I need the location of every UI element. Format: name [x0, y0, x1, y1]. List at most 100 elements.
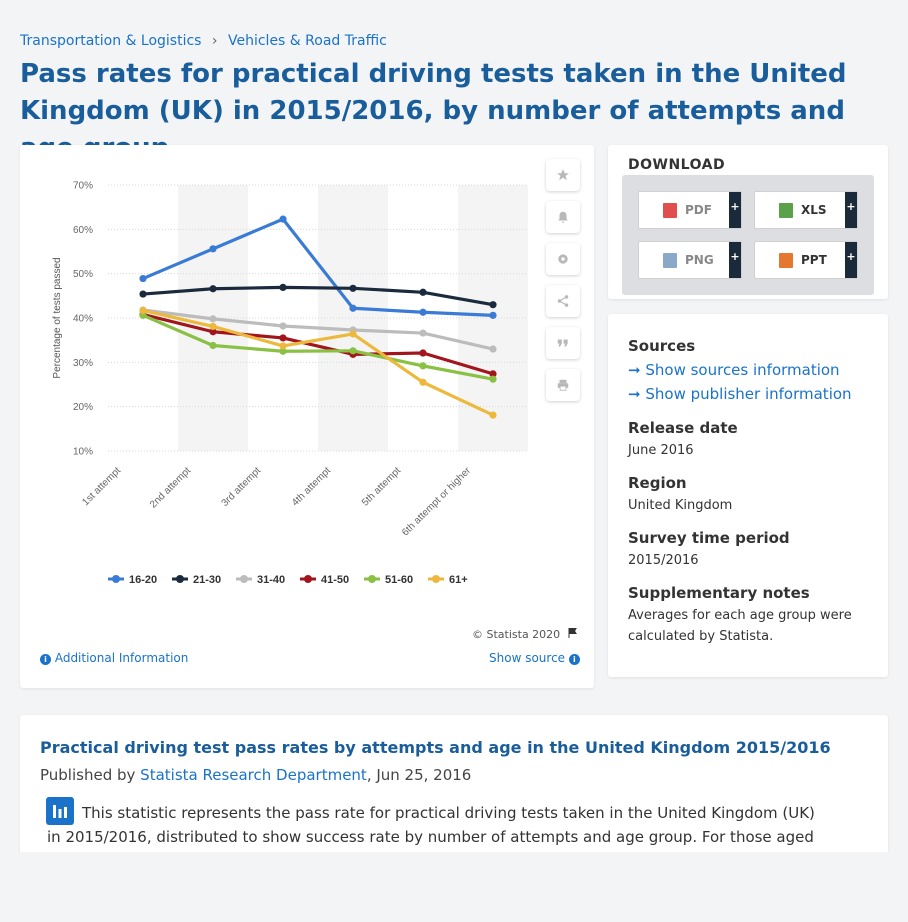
breadcrumb-separator: ›	[212, 33, 218, 49]
legend-item-51-60[interactable]: 51-60	[364, 574, 413, 586]
x-tick-label: 4th attempt	[290, 465, 333, 508]
legend-label: 16-20	[129, 574, 157, 586]
legend-marker	[112, 575, 120, 583]
data-point	[489, 345, 496, 352]
data-point	[349, 347, 356, 354]
share-button[interactable]	[546, 285, 580, 317]
data-point	[209, 342, 216, 349]
y-tick-label: 70%	[73, 181, 93, 192]
show-source-link[interactable]: Show source i	[489, 651, 580, 665]
info-icon: i	[40, 654, 51, 665]
data-point	[139, 307, 146, 314]
y-tick-label: 40%	[73, 314, 93, 325]
x-tick-label: 3rd attempt	[220, 465, 264, 509]
data-point	[489, 411, 496, 418]
ppt-icon	[779, 253, 793, 268]
arrow-right-icon: ➞	[628, 385, 641, 403]
supplementary-notes-value: Averages for each age group were calcula…	[628, 605, 868, 647]
legend-item-16-20[interactable]: 16-20	[108, 574, 157, 586]
settings-button[interactable]	[546, 243, 580, 275]
legend-label: 41-50	[321, 574, 349, 586]
download-xls-button[interactable]: XLS +	[754, 191, 858, 229]
data-point	[489, 376, 496, 383]
additional-information-label: Additional Information	[55, 651, 189, 665]
legend-item-31-40[interactable]: 31-40	[236, 574, 285, 586]
additional-information-link[interactable]: i Additional Information	[40, 651, 188, 665]
y-tick-label: 60%	[73, 225, 93, 236]
data-point	[279, 342, 286, 349]
show-publisher-label: Show publisher information	[645, 385, 851, 403]
show-source-label: Show source	[489, 651, 565, 665]
publisher-link[interactable]: Statista Research Department	[140, 766, 367, 784]
data-point	[419, 289, 426, 296]
quote-icon	[556, 336, 570, 350]
star-icon	[556, 168, 570, 182]
plus-icon: +	[845, 192, 857, 228]
plus-icon: +	[729, 242, 741, 278]
download-box: PDF + XLS + PNG + PPT +	[622, 175, 874, 295]
data-point	[349, 330, 356, 337]
y-axis-label: Percentage of tests passed	[52, 257, 63, 378]
download-png-button[interactable]: PNG +	[638, 241, 742, 279]
breadcrumb: Transportation & Logistics › Vehicles & …	[20, 33, 387, 49]
breadcrumb-vehicles-road-traffic[interactable]: Vehicles & Road Traffic	[228, 33, 387, 49]
arrow-right-icon: ➞	[628, 361, 641, 379]
survey-period-label: Survey time period	[628, 529, 790, 547]
print-icon	[556, 378, 570, 392]
data-point	[419, 379, 426, 386]
chart-toolbar	[546, 159, 582, 411]
copyright: © Statista 2020	[472, 627, 579, 641]
data-point	[279, 334, 286, 341]
data-point	[419, 309, 426, 316]
share-icon	[556, 294, 570, 308]
notification-button[interactable]	[546, 201, 580, 233]
data-point	[349, 305, 356, 312]
legend-marker	[304, 575, 312, 583]
download-ppt-button[interactable]: PPT +	[754, 241, 858, 279]
description-title: Practical driving test pass rates by att…	[40, 738, 831, 757]
download-ppt-label: PPT	[801, 253, 827, 267]
data-point	[139, 290, 146, 297]
y-tick-label: 50%	[73, 269, 93, 280]
plus-icon: +	[729, 192, 741, 228]
cite-button[interactable]	[546, 327, 580, 359]
published-date: , Jun 25, 2016	[367, 766, 472, 784]
x-tick-label: 2nd attempt	[148, 465, 193, 510]
sources-label: Sources	[628, 337, 695, 355]
legend-marker	[432, 575, 440, 583]
download-pdf-button[interactable]: PDF +	[638, 191, 742, 229]
data-point	[209, 315, 216, 322]
legend-marker	[176, 575, 184, 583]
data-point	[419, 329, 426, 336]
flag-icon[interactable]	[567, 627, 579, 639]
data-point	[419, 349, 426, 356]
download-png-label: PNG	[685, 253, 714, 267]
print-button[interactable]	[546, 369, 580, 401]
chart-card: 10% 20% 30% 40% 50% 60% 70% Percentage of tests…	[20, 145, 594, 688]
breadcrumb-transportation-logistics[interactable]: Transportation & Logistics	[20, 33, 201, 49]
release-date-value: June 2016	[628, 440, 868, 461]
data-point	[419, 362, 426, 369]
line-chart: 10%20%30%40%50%60%70%Percentage of tests…	[20, 145, 594, 625]
legend-item-61+[interactable]: 61+	[428, 574, 468, 586]
show-sources-link[interactable]: ➞ Show sources information	[628, 361, 840, 379]
legend-label: 21-30	[193, 574, 221, 586]
data-point	[209, 245, 216, 252]
published-by-label: Published by	[40, 766, 135, 784]
favorite-button[interactable]	[546, 159, 580, 191]
region-value: United Kingdom	[628, 495, 868, 516]
y-tick-label: 30%	[73, 358, 93, 369]
survey-period-value: 2015/2016	[628, 550, 868, 571]
data-point	[279, 216, 286, 223]
plus-icon: +	[845, 242, 857, 278]
bell-icon	[556, 210, 570, 224]
supplementary-notes-label: Supplementary notes	[628, 584, 810, 602]
legend-label: 51-60	[385, 574, 413, 586]
x-tick-label: 5th attempt	[360, 465, 403, 508]
y-tick-label: 20%	[73, 402, 93, 413]
legend-item-41-50[interactable]: 41-50	[300, 574, 349, 586]
data-point	[349, 285, 356, 292]
show-publisher-link[interactable]: ➞ Show publisher information	[628, 385, 852, 403]
release-date-label: Release date	[628, 419, 738, 437]
legend-item-21-30[interactable]: 21-30	[172, 574, 221, 586]
